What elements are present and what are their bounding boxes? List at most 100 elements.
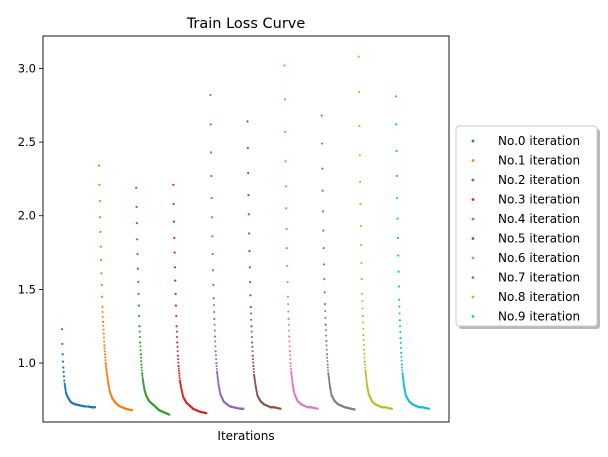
legend-entry-label: No.0 iteration xyxy=(498,134,580,148)
legend-entry-label: No.2 iteration xyxy=(498,173,580,187)
data-point xyxy=(174,304,178,307)
data-point xyxy=(141,374,144,377)
data-point xyxy=(140,363,143,366)
data-point xyxy=(248,232,251,235)
data-point xyxy=(365,380,368,383)
data-point xyxy=(362,333,365,337)
data-point xyxy=(251,341,254,344)
data-point xyxy=(327,376,330,379)
data-point xyxy=(396,196,399,200)
data-point xyxy=(214,340,217,343)
data-point xyxy=(105,368,108,371)
data-point xyxy=(291,379,294,382)
legend-entry-label: No.9 iteration xyxy=(498,310,580,324)
legend-entry-label: No.7 iteration xyxy=(498,271,580,285)
series-6-points xyxy=(283,64,319,410)
data-point xyxy=(250,312,253,315)
data-point xyxy=(398,305,401,308)
data-point xyxy=(328,379,331,382)
data-point xyxy=(326,356,329,359)
data-point xyxy=(60,328,64,331)
data-point xyxy=(324,316,327,319)
data-point xyxy=(286,280,289,284)
data-point xyxy=(326,366,329,369)
data-point xyxy=(247,213,250,216)
data-point xyxy=(138,330,141,333)
data-point xyxy=(364,374,367,377)
data-point xyxy=(174,292,177,295)
data-point xyxy=(322,263,326,266)
data-point xyxy=(323,303,327,306)
data-point xyxy=(364,372,367,375)
data-point xyxy=(214,345,217,348)
data-point xyxy=(140,360,143,363)
data-point xyxy=(103,344,106,347)
data-point xyxy=(102,336,105,339)
data-point xyxy=(135,186,138,189)
data-point xyxy=(252,370,255,373)
data-point xyxy=(177,358,180,361)
data-point xyxy=(141,372,144,375)
data-point xyxy=(98,183,101,186)
data-point xyxy=(361,307,364,310)
data-point xyxy=(211,269,215,272)
data-point xyxy=(252,361,255,364)
data-point xyxy=(102,324,105,327)
data-point xyxy=(140,369,143,372)
data-point xyxy=(172,220,176,223)
data-point xyxy=(178,374,181,377)
data-point xyxy=(364,369,367,372)
data-point xyxy=(250,325,253,328)
data-point xyxy=(176,341,179,344)
data-point xyxy=(326,363,329,366)
data-point xyxy=(215,365,218,368)
data-point xyxy=(140,356,143,359)
data-point xyxy=(93,406,97,409)
data-point xyxy=(324,310,327,313)
data-point xyxy=(98,216,102,219)
data-point xyxy=(215,367,218,370)
data-point xyxy=(247,171,250,175)
data-point xyxy=(363,363,366,366)
legend-box xyxy=(455,125,598,327)
data-point xyxy=(396,217,399,220)
data-point xyxy=(401,373,404,376)
data-point xyxy=(328,381,331,384)
data-point xyxy=(325,353,329,356)
data-point xyxy=(61,342,64,346)
data-point xyxy=(105,367,108,370)
data-point xyxy=(176,354,180,357)
data-point xyxy=(61,360,65,363)
data-point xyxy=(365,375,368,378)
data-point xyxy=(287,323,290,326)
data-point xyxy=(101,305,104,309)
data-point xyxy=(175,314,178,318)
data-point xyxy=(401,375,404,378)
data-point xyxy=(328,382,331,385)
data-point xyxy=(397,285,400,288)
data-point xyxy=(362,327,365,330)
data-point xyxy=(212,283,215,287)
data-point xyxy=(135,222,138,225)
data-point xyxy=(398,312,401,315)
data-point xyxy=(402,378,405,381)
data-point xyxy=(363,352,366,355)
data-point xyxy=(136,238,139,241)
data-point xyxy=(101,315,104,318)
data-point xyxy=(287,310,290,313)
data-point xyxy=(320,114,323,117)
data-point xyxy=(137,292,140,295)
data-point xyxy=(401,369,404,372)
data-point xyxy=(283,64,286,67)
data-point xyxy=(62,375,66,378)
legend-entry-label: No.5 iteration xyxy=(498,232,580,246)
data-point xyxy=(357,55,360,58)
data-point xyxy=(289,354,292,357)
data-point xyxy=(361,321,364,324)
data-point xyxy=(103,350,106,353)
data-point xyxy=(210,174,213,178)
data-point xyxy=(213,329,216,332)
data-point xyxy=(360,277,363,281)
legend-marker xyxy=(471,256,475,260)
data-point xyxy=(105,370,108,373)
